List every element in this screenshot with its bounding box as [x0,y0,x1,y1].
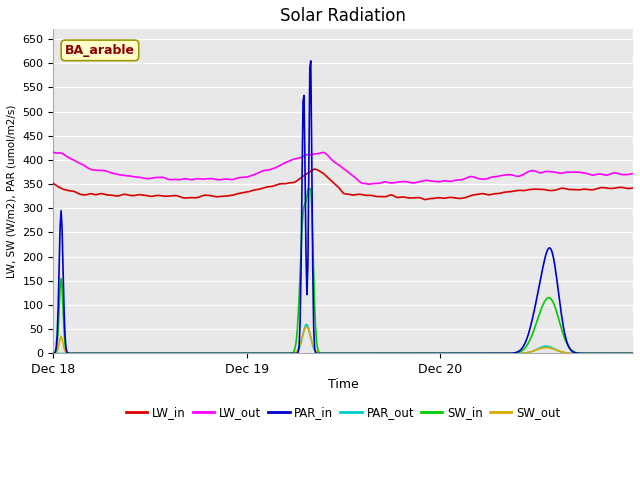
LW_in [311,166,319,172]
LW_in [152,193,160,199]
LW_out [392,180,400,185]
PAR_in [200,350,207,356]
LW_in [392,194,400,200]
SW_out [303,324,311,330]
Legend: LW_in, LW_out, PAR_in, PAR_out, SW_in, SW_out: LW_in, LW_out, PAR_in, PAR_out, SW_in, S… [122,401,565,424]
SW_in [304,186,312,192]
PAR_out [438,350,445,356]
SW_in [438,350,446,356]
PAR_in [629,350,637,356]
LW_out [152,175,160,180]
LW_in [629,185,637,191]
Line: LW_in: LW_in [53,169,633,200]
PAR_out [152,350,160,356]
LW_out [438,179,445,184]
PAR_out [313,349,321,355]
SW_out [49,350,57,356]
PAR_out [198,350,206,356]
LW_in [438,195,446,201]
SW_out [314,349,321,355]
SW_in [200,350,207,356]
PAR_in [393,350,401,356]
SW_out [132,350,140,356]
LW_out [49,149,57,155]
SW_out [153,350,161,356]
Title: Solar Radiation: Solar Radiation [280,7,406,25]
SW_in [393,350,401,356]
Y-axis label: LW, SW (W/m2), PAR (umol/m2/s): LW, SW (W/m2), PAR (umol/m2/s) [7,105,17,278]
SW_out [438,350,446,356]
SW_in [488,350,495,356]
SW_in [314,346,321,351]
LW_out [629,171,637,177]
SW_in [629,350,637,356]
LW_in [313,167,321,172]
X-axis label: Time: Time [328,378,358,391]
LW_in [49,180,57,186]
LW_out [487,175,495,180]
SW_in [132,350,140,356]
SW_in [153,350,161,356]
LW_in [198,193,206,199]
SW_out [200,350,207,356]
PAR_in [307,58,315,64]
SW_out [629,350,637,356]
SW_out [393,350,401,356]
PAR_in [132,350,140,356]
PAR_in [153,350,161,356]
PAR_in [488,350,495,356]
LW_in [422,197,430,203]
LW_out [365,181,372,187]
PAR_in [49,350,57,356]
PAR_out [303,322,311,327]
SW_out [488,350,495,356]
LW_in [488,192,495,197]
Line: SW_in: SW_in [53,189,633,353]
PAR_in [438,350,446,356]
PAR_out [49,350,57,356]
Line: LW_out: LW_out [53,152,633,184]
Line: SW_out: SW_out [53,327,633,353]
PAR_out [392,350,400,356]
LW_out [312,151,319,157]
LW_out [198,176,206,182]
Text: BA_arable: BA_arable [65,44,135,57]
PAR_in [314,350,321,356]
PAR_out [487,350,495,356]
Line: PAR_out: PAR_out [53,324,633,353]
Line: PAR_in: PAR_in [53,61,633,353]
PAR_out [629,350,637,356]
SW_in [49,350,57,356]
